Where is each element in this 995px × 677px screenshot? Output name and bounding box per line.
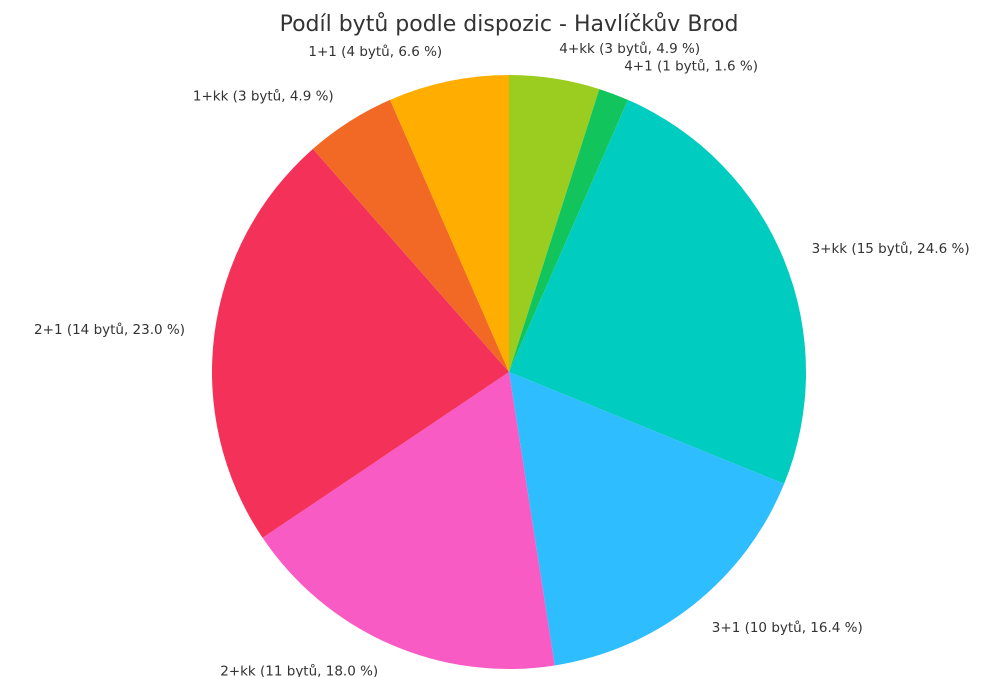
- pie-label-1plus-1: 1+1 (4 bytů, 6.6 %): [308, 44, 442, 60]
- pie-slice-3plus-1: [509, 372, 785, 666]
- pie-label-1plus-kk: 1+kk (3 bytů, 4.9 %): [193, 88, 334, 104]
- pie-label-4plus-kk: 4+kk (3 bytů, 4.9 %): [559, 41, 700, 57]
- pie-slice-2plus-1: [211, 148, 509, 538]
- pie-slice-1plus-1: [390, 75, 509, 372]
- pie-slice-1plus-kk: [312, 99, 509, 372]
- pie-slice-4plus-kk: [509, 75, 600, 372]
- chart-title: Podíl bytů podle dispozic - Havlíčkův Br…: [280, 12, 739, 37]
- pie-slice-3plus-kk: [509, 99, 807, 484]
- pie-label-3plus-kk: 3+kk (15 bytů, 24.6 %): [812, 241, 970, 257]
- pie-slice-4plus-1: [509, 89, 628, 372]
- pie-labels: 4+kk (3 bytů, 4.9 %)4+1 (1 bytů, 1.6 %) 3…: [34, 41, 970, 677]
- pie-slices: [211, 75, 807, 669]
- pie-label-2plus-kk: 2+kk (11 bytů, 18.0 %): [220, 663, 378, 677]
- pie-slice-2plus-kk: [262, 372, 555, 669]
- pie-label-2plus-1: 2+1 (14 bytů, 23.0 %): [34, 322, 185, 338]
- pie-label-4plus-1: 4+1 (1 bytů, 1.6 %): [624, 58, 758, 74]
- pie-label-3plus-1: 3+1 (10 bytů, 16.4 %): [712, 620, 863, 636]
